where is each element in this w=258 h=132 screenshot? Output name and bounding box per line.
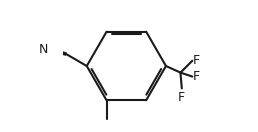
Text: F: F (193, 54, 200, 67)
Text: F: F (193, 70, 200, 83)
Text: N: N (39, 43, 48, 56)
Text: F: F (178, 91, 185, 104)
